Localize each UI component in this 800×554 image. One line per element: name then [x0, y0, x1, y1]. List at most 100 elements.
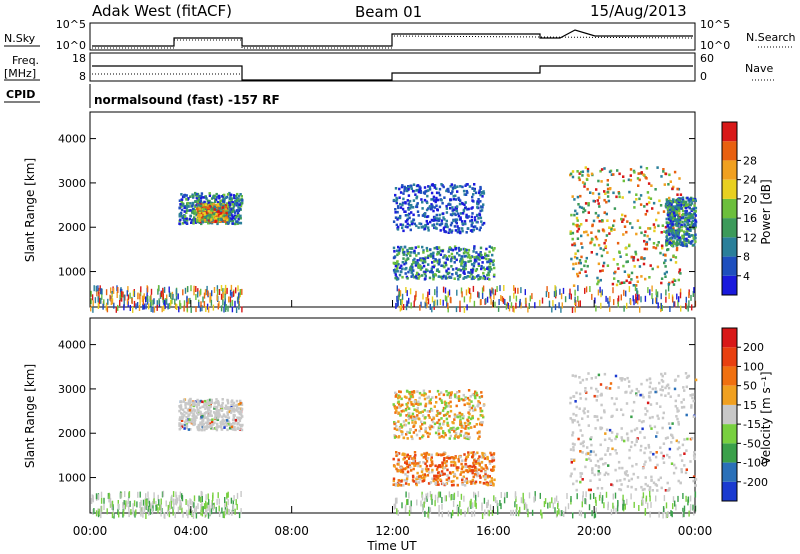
data-cell	[150, 300, 152, 307]
data-cell	[690, 404, 693, 407]
data-cell	[468, 398, 471, 402]
data-cell	[597, 243, 601, 247]
data-cell	[578, 178, 581, 182]
data-cell	[412, 259, 415, 262]
data-cell	[675, 219, 679, 222]
data-cell	[397, 484, 400, 487]
data-cell	[493, 273, 496, 277]
data-cell	[604, 245, 608, 248]
data-cell	[617, 192, 621, 195]
data-cell	[199, 496, 202, 503]
data-cell	[674, 256, 678, 259]
data-cell	[683, 464, 686, 467]
data-cell	[691, 208, 694, 211]
data-cell	[625, 279, 628, 283]
data-cell	[694, 199, 697, 203]
data-cell	[175, 491, 177, 498]
data-cell	[241, 306, 243, 313]
data-cell	[217, 411, 220, 415]
data-cell	[453, 427, 456, 431]
data-cell	[423, 227, 427, 230]
data-cell	[408, 397, 411, 401]
data-cell	[681, 209, 685, 213]
data-cell	[404, 261, 408, 265]
data-cell	[657, 478, 660, 482]
data-cell	[452, 475, 456, 478]
data-cell	[687, 216, 690, 220]
data-cell	[448, 289, 451, 296]
data-cell	[229, 300, 232, 307]
data-cell	[596, 282, 599, 286]
data-cell	[399, 206, 403, 209]
data-cell	[178, 416, 182, 419]
data-cell	[671, 280, 674, 284]
data-cell	[209, 509, 211, 516]
data-cell	[223, 198, 226, 201]
data-cell	[407, 202, 410, 206]
data-cell	[409, 455, 412, 458]
data-cell	[653, 229, 656, 233]
data-cell	[454, 213, 457, 217]
data-cell	[677, 420, 680, 424]
data-cell	[463, 296, 466, 303]
data-cell	[694, 240, 697, 243]
data-cell	[393, 421, 396, 424]
data-cell	[638, 178, 641, 182]
data-cell	[440, 417, 443, 420]
data-cell	[654, 188, 657, 191]
data-cell	[430, 191, 434, 195]
data-cell	[237, 285, 239, 292]
data-cell	[216, 222, 219, 226]
data-cell	[207, 201, 210, 205]
data-cell	[401, 207, 405, 211]
data-cell	[143, 293, 145, 300]
data-cell	[676, 198, 680, 201]
data-cell	[467, 248, 471, 252]
data-cell	[472, 454, 475, 457]
data-cell	[682, 213, 685, 216]
data-cell	[586, 264, 589, 268]
data-cell	[600, 302, 602, 309]
data-cell	[668, 211, 672, 215]
data-cell	[420, 226, 423, 229]
data-cell	[670, 206, 673, 210]
data-cell	[438, 193, 442, 197]
data-cell	[609, 296, 611, 303]
data-cell	[406, 222, 409, 226]
data-cell	[408, 412, 411, 415]
data-cell	[400, 480, 403, 483]
data-cell	[392, 477, 396, 481]
data-cell	[675, 211, 679, 214]
data-cell	[195, 294, 197, 300]
data-cell	[437, 471, 440, 475]
data-cell	[228, 203, 232, 206]
data-cell	[602, 462, 605, 466]
data-cell	[195, 192, 199, 196]
data-cell	[434, 299, 436, 306]
data-cell	[467, 389, 471, 392]
data-cell	[225, 222, 228, 225]
data-cell	[513, 306, 515, 313]
data-cell	[216, 201, 220, 204]
data-cell	[209, 419, 213, 422]
data-cell	[185, 416, 188, 419]
data-cell	[672, 254, 675, 258]
data-cell	[590, 386, 593, 390]
colorbar-swatch	[722, 141, 737, 161]
data-cell	[222, 288, 224, 295]
data-cell	[575, 488, 578, 492]
data-cell	[178, 306, 180, 313]
data-cell	[677, 440, 680, 444]
data-cell	[682, 398, 685, 401]
data-cell	[442, 212, 445, 215]
data-cell	[647, 287, 649, 294]
data-cell	[680, 468, 683, 471]
data-cell	[92, 300, 94, 307]
data-cell	[184, 287, 187, 294]
data-cell	[212, 220, 215, 223]
data-cell	[621, 413, 625, 417]
data-cell	[689, 227, 692, 231]
data-cell	[451, 206, 454, 209]
data-cell	[470, 292, 472, 299]
data-cell	[193, 418, 196, 421]
